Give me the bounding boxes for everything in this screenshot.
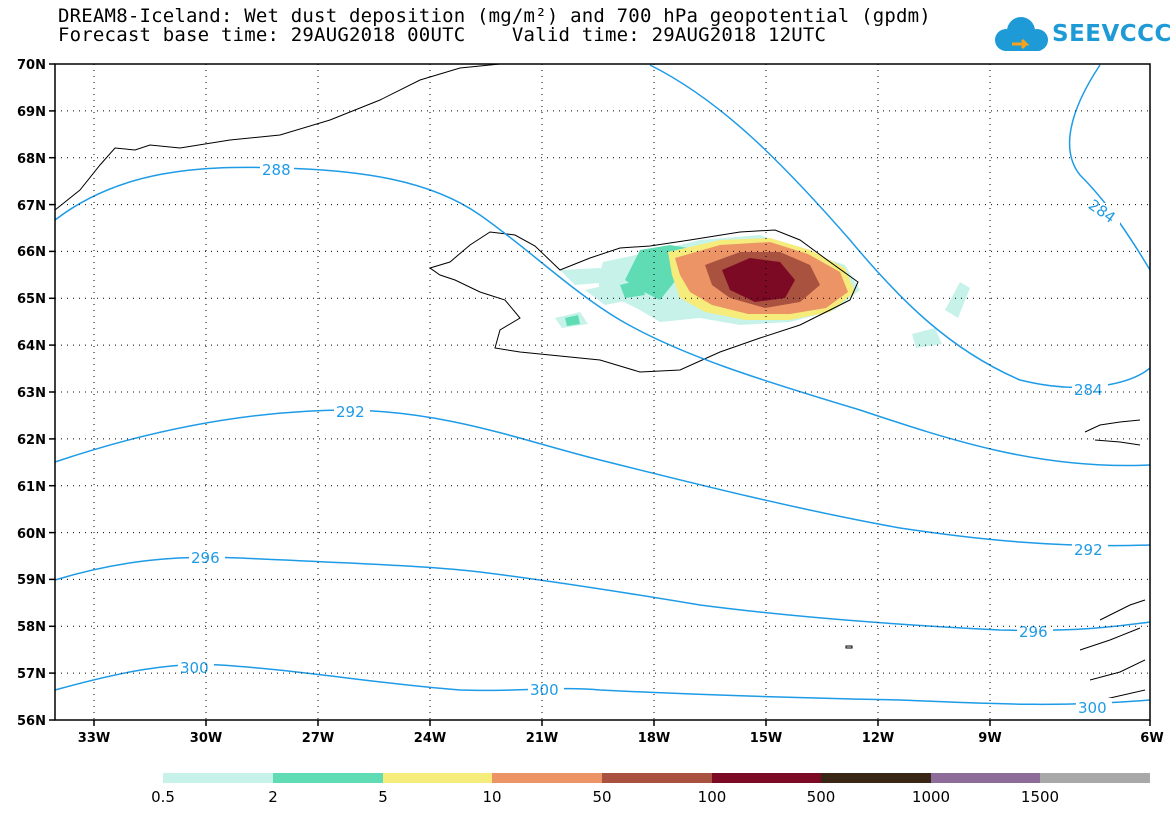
colorbar-label: 5 (378, 788, 388, 806)
map-title: DREAM8-Iceland: Wet dust deposition (mg/… (58, 5, 931, 27)
colorbar-segment (492, 773, 602, 783)
lat-label: 57N (17, 667, 46, 682)
faroe-islands (845, 645, 853, 649)
lat-label: 65N (17, 292, 46, 307)
lon-label: 18W (638, 731, 670, 746)
contour-label-296-left: 296 (191, 549, 220, 567)
contour-284b (1068, 64, 1151, 271)
lat-label: 66N (17, 245, 46, 260)
contour-labels: 288 284 284 292 292 296 296 300 300 300 (178, 160, 1120, 717)
scotland-coastline (1079, 599, 1146, 706)
greenland-coastline (54, 63, 501, 211)
lon-label: 9W (978, 731, 1001, 746)
contour-292 (54, 409, 1151, 547)
colorbar-segment (602, 773, 712, 783)
lat-label: 64N (17, 339, 46, 354)
colorbar-segment (383, 773, 492, 783)
logo-text: SEEVCCC (1052, 21, 1172, 47)
contour-label-284-mid: 284 (1074, 381, 1103, 399)
contour-label-300-right: 300 (1078, 699, 1107, 717)
latitude-labels: 70N 69N 68N 67N 66N 65N 64N 63N 62N 61N … (17, 58, 46, 729)
gridlines (55, 64, 1150, 720)
contour-296 (54, 556, 1151, 632)
lon-label: 24W (414, 731, 446, 746)
lon-label: 27W (302, 731, 334, 746)
lat-label: 68N (17, 152, 46, 167)
colorbar-label: 0.5 (151, 788, 175, 806)
longitude-labels: 33W 30W 27W 24W 21W 18W 15W 12W 9W 6W (78, 731, 1164, 746)
lon-label: 6W (1140, 731, 1163, 746)
lat-label: 62N (17, 433, 46, 448)
colorbar-label: 1000 (912, 788, 950, 806)
colorbar-label: 10 (482, 788, 501, 806)
contour-288 (54, 166, 1151, 467)
contour-label-288: 288 (262, 161, 291, 179)
dust-deposition-field (555, 235, 970, 348)
coastlines (54, 63, 1146, 706)
colorbar-segment (821, 773, 931, 783)
contour-label-292-right: 292 (1074, 541, 1103, 559)
lat-label: 67N (17, 199, 46, 214)
contour-label-296-right: 296 (1019, 623, 1048, 641)
contour-label-300-mid: 300 (530, 681, 559, 699)
lon-label: 30W (190, 731, 222, 746)
colorbar-segment (931, 773, 1040, 783)
colorbar-labels: 0.5 2 5 10 50 100 500 1000 1500 (151, 788, 1059, 806)
lon-label: 21W (526, 731, 558, 746)
cloud-icon (995, 17, 1048, 51)
norway-coastline (1084, 419, 1141, 446)
contour-label-300-left: 300 (180, 659, 209, 677)
lat-label: 59N (17, 573, 46, 588)
colorbar-label: 1500 (1021, 788, 1059, 806)
colorbar-segment (712, 773, 821, 783)
lat-label: 56N (17, 714, 46, 729)
forecast-times: Forecast base time: 29AUG2018 00UTC Vali… (58, 24, 827, 46)
colorbar-label: 100 (698, 788, 727, 806)
colorbar (163, 773, 1150, 783)
lat-label: 58N (17, 620, 46, 635)
colorbar-segment (1040, 773, 1150, 783)
tick-marks (49, 63, 1151, 726)
iceland-coastline (428, 229, 859, 373)
lon-label: 15W (750, 731, 782, 746)
seevccc-logo (995, 17, 1048, 51)
lat-label: 60N (17, 527, 46, 542)
contour-300 (54, 663, 1151, 706)
geopotential-contours (54, 64, 1151, 706)
lat-label: 69N (17, 105, 46, 120)
colorbar-label: 2 (268, 788, 278, 806)
lon-label: 33W (78, 731, 110, 746)
colorbar-label: 500 (807, 788, 836, 806)
lon-label: 12W (862, 731, 894, 746)
contour-label-292-left: 292 (336, 403, 365, 421)
colorbar-label: 50 (592, 788, 611, 806)
lat-label: 63N (17, 386, 46, 401)
lat-label: 70N (17, 58, 46, 73)
colorbar-segment (163, 773, 273, 783)
lat-label: 61N (17, 480, 46, 495)
colorbar-segment (273, 773, 383, 783)
